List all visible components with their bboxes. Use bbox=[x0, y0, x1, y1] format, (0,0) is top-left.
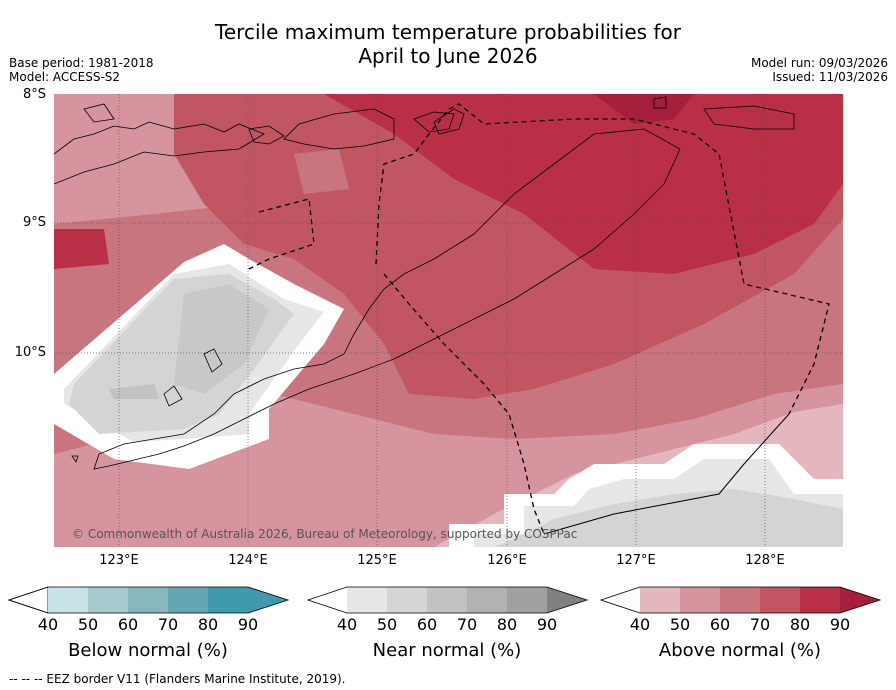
cb1-tick-90: 90 bbox=[237, 615, 259, 634]
meta-left: Base period: 1981-2018 Model: ACCESS-S2 bbox=[9, 56, 154, 84]
cb3-tick-80: 80 bbox=[789, 615, 811, 634]
coastlines bbox=[54, 96, 795, 470]
cb2-segment-4 bbox=[467, 587, 507, 613]
eez-borders bbox=[248, 103, 830, 535]
cb1-segment-2 bbox=[88, 587, 128, 613]
cb2-segment-0 bbox=[308, 587, 347, 613]
cb1-segment-4 bbox=[168, 587, 208, 613]
cb2-ticks: 40 50 60 70 80 90 bbox=[332, 615, 572, 635]
cb3-segment-0 bbox=[601, 587, 640, 613]
eez-solid-border bbox=[543, 413, 790, 535]
colorbar-near-normal bbox=[307, 586, 589, 614]
lon-label-128e: 128°E bbox=[745, 553, 785, 568]
above-80-90-west-patch bbox=[54, 229, 109, 269]
above-80-90-region bbox=[324, 94, 843, 274]
cb3-tick-50: 50 bbox=[669, 615, 691, 634]
graticule bbox=[54, 94, 843, 547]
cb2-tick-50: 50 bbox=[376, 615, 398, 634]
cb2-extend-max bbox=[547, 587, 587, 613]
cb3-tick-90: 90 bbox=[829, 615, 851, 634]
near-60-70-west-patch bbox=[109, 384, 159, 399]
cb3-tick-60: 60 bbox=[709, 615, 731, 634]
near-60-70-west bbox=[174, 284, 269, 394]
lat-label-9s: 9°S bbox=[22, 215, 46, 230]
copyright-text: © Commonwealth of Australia 2026, Bureau… bbox=[72, 527, 577, 541]
lon-label-125e: 125°E bbox=[357, 553, 397, 568]
cb3-tick-40: 40 bbox=[629, 615, 651, 634]
lat-label-8s: 8°S bbox=[22, 87, 46, 102]
cb2-segment-1 bbox=[347, 587, 387, 613]
cb1-tick-70: 70 bbox=[157, 615, 179, 634]
cb1-segment-4b bbox=[208, 587, 248, 613]
cb3-extend-max bbox=[840, 587, 880, 613]
cb1-segment-5 bbox=[248, 587, 288, 613]
above-60-70-patch bbox=[294, 149, 349, 194]
title-line-1: Tercile maximum temperature probabilitie… bbox=[215, 20, 681, 44]
title-line-2: April to June 2026 bbox=[358, 44, 538, 68]
map-title: Tercile maximum temperature probabilitie… bbox=[0, 20, 896, 68]
cb3-segment-3 bbox=[720, 587, 760, 613]
cb1-segment-1 bbox=[48, 587, 88, 613]
cb3-segment-2 bbox=[680, 587, 720, 613]
lon-label-126e: 126°E bbox=[487, 553, 527, 568]
colorbar-above-normal bbox=[600, 586, 882, 614]
cb2-tick-90: 90 bbox=[536, 615, 558, 634]
cb1-tick-60: 60 bbox=[117, 615, 139, 634]
eez-footnote: -- -- -- EEZ border V11 (Flanders Marine… bbox=[9, 672, 346, 686]
lat-label-10s: 10°S bbox=[14, 345, 46, 360]
probability-map: © Commonwealth of Australia 2026, Bureau… bbox=[54, 94, 843, 547]
model-run: Model run: 09/03/2026 bbox=[750, 56, 888, 70]
cb1-tick-40: 40 bbox=[37, 615, 59, 634]
cb3-segment-5 bbox=[800, 587, 840, 613]
cb3-title: Above normal (%) bbox=[658, 640, 822, 661]
cb2-tick-40: 40 bbox=[336, 615, 358, 634]
cb2-segment-3 bbox=[427, 587, 467, 613]
cb3-segment-4 bbox=[760, 587, 800, 613]
above-90-region bbox=[594, 94, 694, 124]
meta-right: Model run: 09/03/2026 Issued: 11/03/2026 bbox=[751, 56, 888, 84]
cb3-segment-1 bbox=[640, 587, 680, 613]
lon-label-124e: 124°E bbox=[228, 553, 268, 568]
cb2-segment-5 bbox=[507, 587, 547, 613]
near-50-60-southeast bbox=[494, 489, 843, 547]
cb2-tick-70: 70 bbox=[456, 615, 478, 634]
cb3-tick-70: 70 bbox=[749, 615, 771, 634]
lon-label-127e: 127°E bbox=[616, 553, 656, 568]
base-period: Base period: 1981-2018 bbox=[9, 56, 154, 70]
cb3-ticks: 40 50 60 70 80 90 bbox=[625, 615, 865, 635]
cb2-title: Near normal (%) bbox=[372, 640, 522, 661]
cb2-tick-60: 60 bbox=[416, 615, 438, 634]
cb1-ticks: 40 50 60 70 80 90 bbox=[33, 615, 273, 635]
lon-label-123e: 123°E bbox=[99, 553, 139, 568]
cb1-tick-50: 50 bbox=[77, 615, 99, 634]
colorbar-below-normal bbox=[8, 586, 290, 614]
cb1-tick-80: 80 bbox=[197, 615, 219, 634]
cb2-segment-2 bbox=[387, 587, 427, 613]
cb1-segment-3 bbox=[128, 587, 168, 613]
issued-date: Issued: 11/03/2026 bbox=[772, 70, 888, 84]
cb1-segment-0 bbox=[8, 586, 49, 614]
cb1-title: Below normal (%) bbox=[68, 640, 228, 661]
model-name: Model: ACCESS-S2 bbox=[9, 70, 121, 84]
cb2-tick-80: 80 bbox=[496, 615, 518, 634]
